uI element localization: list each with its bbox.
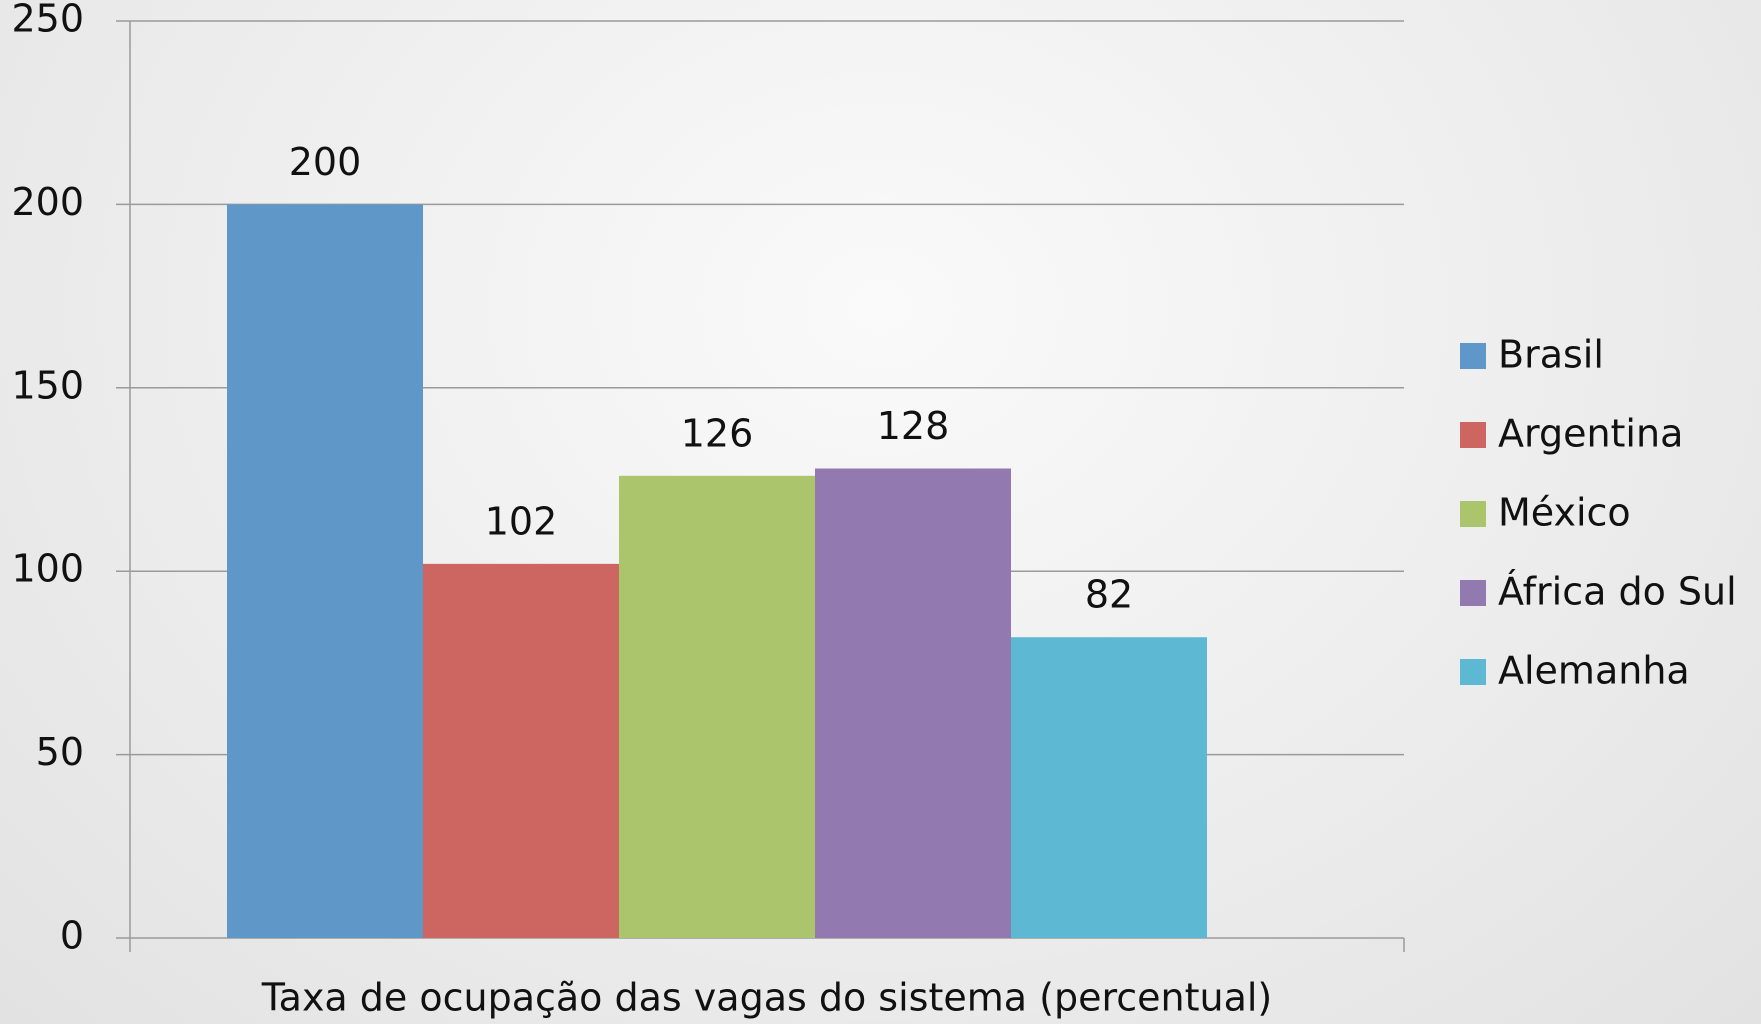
legend-swatch <box>1460 343 1486 369</box>
data-label: 82 <box>1085 573 1133 617</box>
y-tick-label: 0 <box>60 914 84 958</box>
bar <box>815 468 1011 938</box>
data-label: 102 <box>485 499 558 543</box>
legend-label: Brasil <box>1498 333 1604 377</box>
bar <box>1011 637 1207 938</box>
data-label: 126 <box>681 411 754 455</box>
legend-swatch <box>1460 659 1486 685</box>
data-label: 200 <box>289 140 362 184</box>
y-tick-label: 150 <box>11 363 84 407</box>
bar <box>619 475 815 938</box>
legend-label: Alemanha <box>1498 649 1690 693</box>
legend-swatch <box>1460 501 1486 527</box>
legend-label: México <box>1498 491 1631 535</box>
y-tick-label: 200 <box>11 180 84 224</box>
y-tick-label: 50 <box>36 730 84 774</box>
legend-label: Argentina <box>1498 412 1683 456</box>
y-tick-label: 100 <box>11 547 84 591</box>
y-tick-label: 250 <box>11 0 84 41</box>
x-tick-label: Taxa de ocupação das vagas do sistema (p… <box>261 976 1273 1020</box>
bar <box>227 204 423 938</box>
data-label: 128 <box>877 404 950 448</box>
legend-label: África do Sul <box>1498 570 1737 614</box>
legend-swatch <box>1460 422 1486 448</box>
bar <box>423 563 619 938</box>
legend-swatch <box>1460 580 1486 606</box>
